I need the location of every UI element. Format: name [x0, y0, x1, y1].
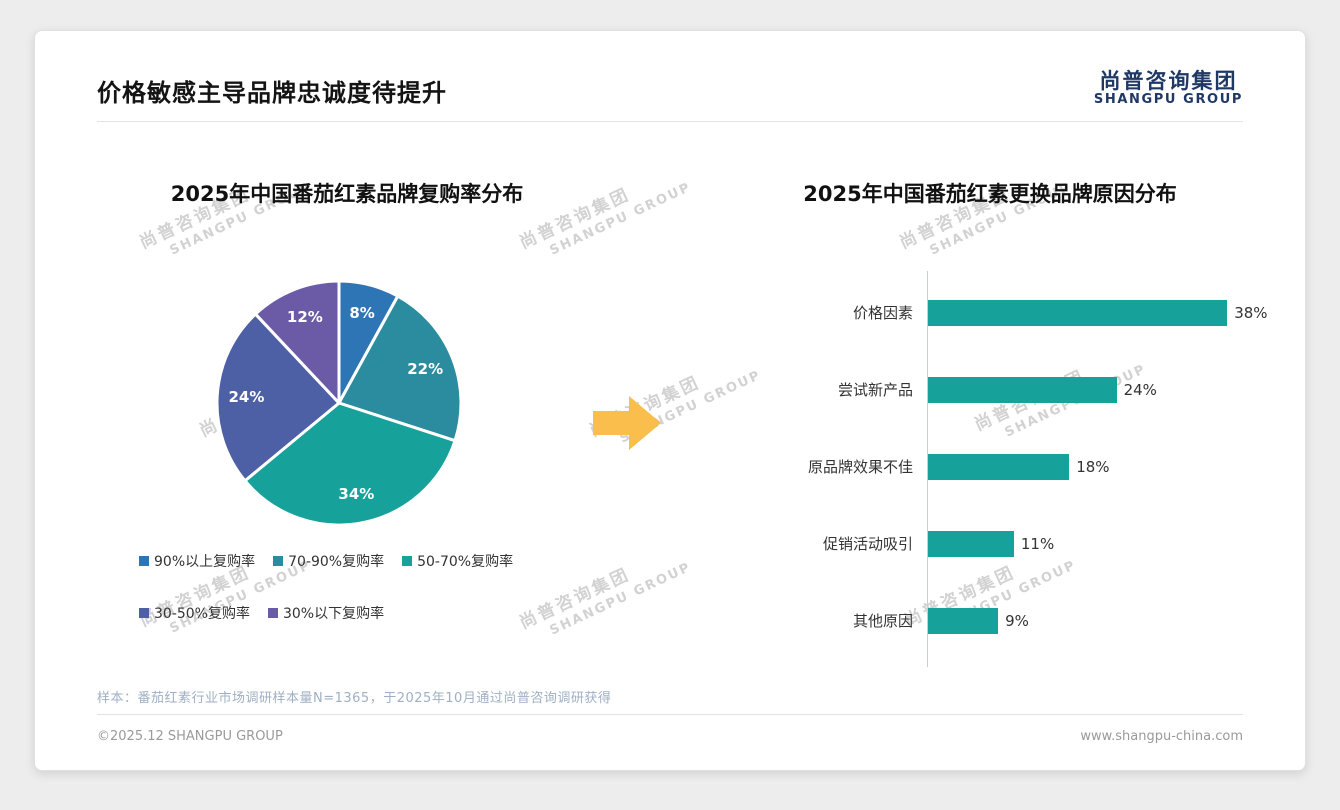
pie-slice	[243, 401, 457, 527]
right-arrow-shape	[593, 396, 661, 451]
page-title: 价格敏感主导品牌忠诚度待提升	[97, 79, 447, 108]
arrow-wrap	[593, 394, 661, 456]
bar-category-label: 尝试新产品	[837, 381, 913, 400]
bar-track: 9%	[927, 607, 1243, 634]
bar-row: 原品牌效果不佳 18%	[687, 428, 1243, 505]
bar-value-label: 18%	[1076, 457, 1110, 476]
legend-label: 70-90%复购率	[288, 554, 385, 571]
copyright-text: ©2025.12 SHANGPU GROUP	[97, 729, 283, 744]
bar-category-label: 价格因素	[852, 304, 913, 323]
slide: 尚普咨询集团 SHANGPU GROUP 尚普咨询集团 SHANGPU GROUP 尚普…	[34, 30, 1306, 771]
bar-track: 38%	[927, 299, 1268, 326]
bar-chart-section: 2025年中国番茄红素更换品牌原因分布 价格因素 38% 尝试新产品 24% 原品牌效果…	[687, 144, 1268, 668]
legend-item: 50-70%复购率	[402, 551, 513, 571]
right-arrow-icon	[593, 396, 661, 451]
bar-track: 18%	[927, 453, 1243, 480]
pie-slice-label: 12%	[287, 308, 323, 326]
legend-swatch	[402, 556, 413, 567]
bar-value-label: 38%	[1234, 303, 1268, 322]
pie-chart-wrap: 8% 22% 34% 24% 12%	[97, 263, 567, 543]
sample-footnote: 样本：番茄红素行业市场调研样本量N=1365，于2025年10月通过尚普咨询调研…	[97, 691, 612, 706]
bar-track: 11%	[927, 530, 1243, 557]
bar	[927, 453, 1070, 480]
pie-legend: 90%以上复购率 70-90%复购率 50-70%复购率 30-50%复购率 30%以下…	[97, 551, 567, 623]
legend-item: 30%以下复购率	[267, 603, 385, 623]
pie-chart-title: 2025年中国番茄红素品牌复购率分布	[170, 182, 524, 207]
logo-text-en: SHANGPU GROUP	[1093, 92, 1243, 108]
bar-row: 价格因素 38%	[687, 274, 1268, 351]
legend-swatch	[273, 556, 284, 567]
bar	[927, 299, 1228, 326]
bar-category-label: 促销活动吸引	[822, 535, 913, 554]
legend-label: 90%以上复购率	[154, 554, 256, 571]
header: 价格敏感主导品牌忠诚度待提升 尚普咨询集团 SHANGPU GROUP	[97, 31, 1243, 123]
legend-label: 50-70%复购率	[417, 554, 514, 571]
legend-item: 30-50%复购率	[139, 603, 250, 623]
legend-swatch	[139, 608, 149, 619]
pie-slice	[215, 312, 341, 483]
pie-slice	[337, 294, 463, 443]
charts-area: 2025年中国番茄红素品牌复购率分布 8% 22% 34% 24% 12% 90%以上复…	[97, 144, 1268, 668]
y-axis-line	[927, 271, 928, 668]
bar-value-label: 24%	[1123, 380, 1157, 399]
bar-chart-title: 2025年中国番茄红素更换品牌原因分布	[803, 182, 1177, 207]
pie-slice-label: 22%	[407, 360, 443, 378]
company-logo: 尚普咨询集团 SHANGPU GROUP	[1094, 69, 1243, 108]
bar-row: 促销活动吸引 11%	[687, 505, 1243, 582]
legend-swatch	[267, 608, 278, 619]
bar	[927, 607, 999, 634]
pie-chart: 8% 22% 34% 24% 12%	[215, 279, 463, 527]
pie-slice-label: 34%	[338, 485, 374, 503]
bar-category-label: 原品牌效果不佳	[807, 458, 913, 477]
bar-category-label: 其他原因	[852, 612, 913, 631]
slide-content: 价格敏感主导品牌忠诚度待提升 尚普咨询集团 SHANGPU GROUP 2025…	[35, 31, 1305, 770]
legend-row: 90%以上复购率 70-90%复购率 50-70%复购率	[139, 551, 567, 571]
footer: ©2025.12 SHANGPU GROUP www.shangpu-china…	[97, 729, 1243, 744]
legend-label: 30%以下复购率	[282, 606, 385, 623]
legend-label: 30-50%复购率	[154, 606, 250, 623]
legend-item: 90%以上复购率	[139, 551, 255, 571]
footer-divider	[97, 714, 1243, 715]
bar-track: 24%	[927, 376, 1243, 403]
bar	[927, 376, 1117, 403]
pie-slice-label: 24%	[229, 388, 265, 406]
website-text: www.shangpu-china.com	[1080, 729, 1243, 744]
legend-swatch	[139, 556, 149, 567]
pie-slice	[253, 279, 341, 405]
divider-column	[567, 144, 687, 659]
logo-text-cn: 尚普咨询集团	[1099, 69, 1238, 93]
bar-value-label: 9%	[1005, 611, 1029, 630]
legend-row: 30-50%复购率 30%以下复购率	[139, 603, 567, 623]
bar-chart: 价格因素 38% 尝试新产品 24% 原品牌效果不佳 18% 促销活动吸引 11% 其他原因 9%	[687, 271, 1268, 668]
bar	[927, 530, 1014, 557]
legend-item: 70-90%复购率	[273, 551, 384, 571]
bar-row: 尝试新产品 24%	[687, 351, 1243, 428]
pie-chart-section: 2025年中国番茄红素品牌复购率分布 8% 22% 34% 24% 12% 90%以上复…	[97, 144, 567, 659]
pie-slice-label: 8%	[349, 304, 374, 322]
bar-row: 其他原因 9%	[687, 582, 1243, 659]
bar-value-label: 11%	[1020, 534, 1055, 553]
